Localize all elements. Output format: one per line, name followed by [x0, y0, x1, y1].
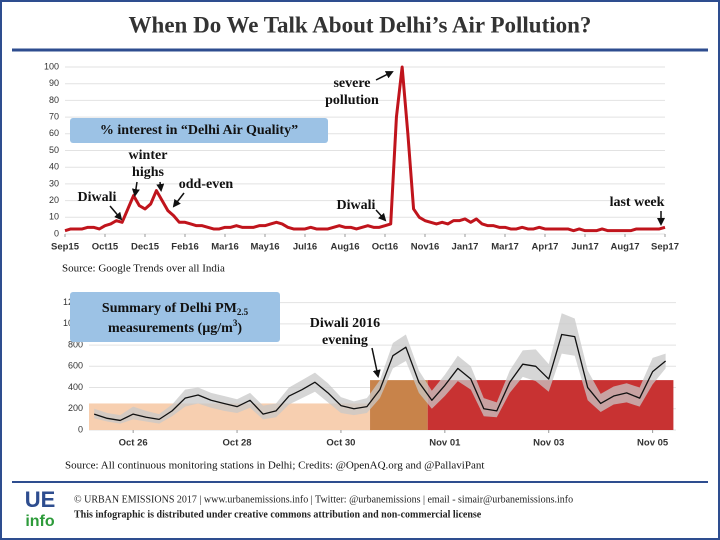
- trends-chart: 0 10 20 30 40 50 60 70 80 90 100 Sep15 Oct15 Dec15 Feb…: [44, 61, 679, 252]
- annotation: Diwali: [337, 198, 376, 213]
- y-tick-label: 0: [54, 228, 59, 238]
- y-tick-label: 800: [68, 339, 83, 349]
- chart-label: Summary of Delhi PM2.5: [102, 301, 249, 317]
- x-tick-label: Jan17: [452, 242, 479, 253]
- annotations: % interest in “Delhi Air Quality” Diwali…: [62, 71, 665, 275]
- label-sup: 3: [233, 318, 238, 328]
- arrow: [109, 205, 123, 221]
- arrow: [371, 347, 381, 378]
- arrow: [172, 192, 185, 208]
- x-tick-label: Nov16: [411, 242, 440, 253]
- label-text: measurements (µg/m: [108, 321, 233, 336]
- x-tick-label: Jul16: [293, 242, 317, 253]
- x-tick-label: Mar17: [491, 242, 518, 253]
- arrow: [131, 181, 140, 197]
- y-tick-label: 0: [78, 424, 83, 434]
- chart-label: measurements (µg/m3): [108, 318, 242, 336]
- annotation: evening: [322, 333, 368, 348]
- x-tick-label: Oct 30: [326, 438, 355, 449]
- data-line: [64, 65, 666, 233]
- data-line: [93, 333, 667, 422]
- annotation: Diwali: [78, 190, 117, 205]
- x-tick-label: Mar16: [211, 242, 238, 253]
- y-tick-label: 600: [68, 361, 83, 371]
- y-tick-label: 20: [49, 195, 59, 205]
- x-tick-label: Oct15: [92, 242, 119, 253]
- title: When Do We Talk About Delhi’s Air Pollut…: [129, 12, 592, 37]
- x-tick-label: Aug16: [330, 242, 359, 253]
- y-tick-label: 400: [68, 382, 83, 392]
- chart-label: % interest in “Delhi Air Quality”: [100, 123, 298, 138]
- y-tick-label: 30: [49, 178, 59, 188]
- y-tick-label: 70: [49, 111, 59, 121]
- x-tick-label: Oct16: [372, 242, 398, 253]
- x-tick-label: Oct 26: [119, 438, 148, 449]
- label-text: Summary of Delhi PM: [102, 301, 237, 316]
- footer-text: © URBAN EMISSIONS 2017 | www.urbanemissi…: [74, 494, 573, 505]
- annotation: last week: [610, 195, 665, 210]
- annotation: Diwali 2016: [310, 316, 380, 331]
- y-tick-label: 200: [68, 403, 83, 413]
- source: Source: All continuous monitoring statio…: [65, 460, 484, 472]
- x-tick-label: May16: [250, 242, 279, 253]
- source: Source: Google Trends over all India: [62, 263, 225, 275]
- x-tick-label: Sep17: [651, 242, 679, 253]
- label-text: ): [237, 321, 242, 336]
- y-tick-label: 90: [49, 78, 59, 88]
- arrow: [156, 181, 165, 192]
- x-tick-label: Dec15: [131, 242, 160, 253]
- y-tick-label: 10: [49, 212, 59, 222]
- annotation: severe: [333, 76, 370, 91]
- x-tick-label: Nov 03: [533, 438, 564, 449]
- logo: info: [25, 513, 55, 530]
- x-tick-label: Aug17: [610, 242, 639, 253]
- x-tick-label: Nov 01: [429, 438, 461, 449]
- y-tick-label: 50: [49, 145, 59, 155]
- annotation: pollution: [325, 93, 379, 108]
- x-tick-label: Feb16: [171, 242, 198, 253]
- y-tick-label: 60: [49, 128, 59, 138]
- x-tick-label: Sep15: [51, 242, 80, 253]
- x-tick-label: Apr17: [532, 242, 559, 253]
- annotation: highs: [132, 165, 164, 180]
- y-tick-label: 80: [49, 95, 59, 105]
- x-tick-label: Oct 28: [223, 438, 252, 449]
- arrow: [375, 209, 387, 222]
- annotation: winter: [129, 148, 168, 163]
- label-sub: 2.5: [237, 307, 249, 317]
- logo: UE: [25, 487, 56, 512]
- x-tick-label: Nov 05: [637, 438, 669, 449]
- annotation: odd-even: [179, 177, 234, 192]
- label-box: [70, 292, 280, 342]
- annotations: Summary of Delhi PM2.5 measurements (µg/…: [65, 292, 484, 472]
- footer-text: This infographic is distributed under cr…: [74, 509, 482, 520]
- x-tick-label: Jun17: [571, 242, 598, 253]
- y-tick-label: 100: [44, 61, 59, 71]
- label-box: [70, 118, 328, 143]
- y-tick-label: 40: [49, 162, 59, 172]
- arrow: [375, 71, 394, 81]
